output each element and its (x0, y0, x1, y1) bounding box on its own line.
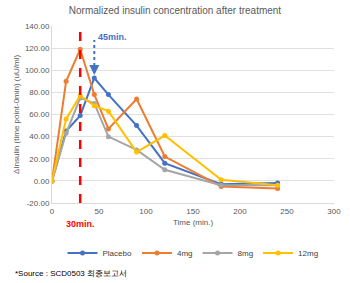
svg-text:250: 250 (280, 207, 294, 216)
svg-text:100: 100 (139, 207, 153, 216)
svg-text:0.00: 0.00 (34, 177, 50, 186)
svg-text:140.00: 140.00 (25, 22, 50, 31)
svg-text:4mg: 4mg (177, 249, 193, 258)
svg-text:40.00: 40.00 (29, 132, 50, 141)
svg-text:100.00: 100.00 (25, 66, 50, 75)
svg-text:Time (min.): Time (min.) (173, 218, 213, 227)
svg-text:ΔInsulin (time point-0min) (uU: ΔInsulin (time point-0min) (uU/ml) (12, 55, 21, 174)
svg-text:50: 50 (95, 207, 104, 216)
svg-text:20.00: 20.00 (29, 155, 50, 164)
svg-text:0: 0 (50, 207, 55, 216)
svg-text:60.00: 60.00 (29, 110, 50, 119)
svg-text:8mg: 8mg (238, 249, 254, 258)
svg-text:12mg: 12mg (298, 249, 318, 258)
svg-text:Normalized insulin concentrati: Normalized insulin concentration after t… (69, 5, 282, 16)
svg-text:Placebo: Placebo (103, 249, 132, 258)
svg-text:300: 300 (327, 207, 341, 216)
svg-text:45min.: 45min. (98, 32, 127, 42)
svg-text:30min.: 30min. (66, 219, 95, 229)
svg-text:120.00: 120.00 (25, 44, 50, 53)
svg-text:200: 200 (233, 207, 247, 216)
svg-text:150: 150 (186, 207, 200, 216)
svg-text:*Source : SCD0503 최종보고서: *Source : SCD0503 최종보고서 (15, 269, 127, 278)
svg-text:-20.00: -20.00 (27, 199, 50, 208)
svg-text:80.00: 80.00 (29, 88, 50, 97)
